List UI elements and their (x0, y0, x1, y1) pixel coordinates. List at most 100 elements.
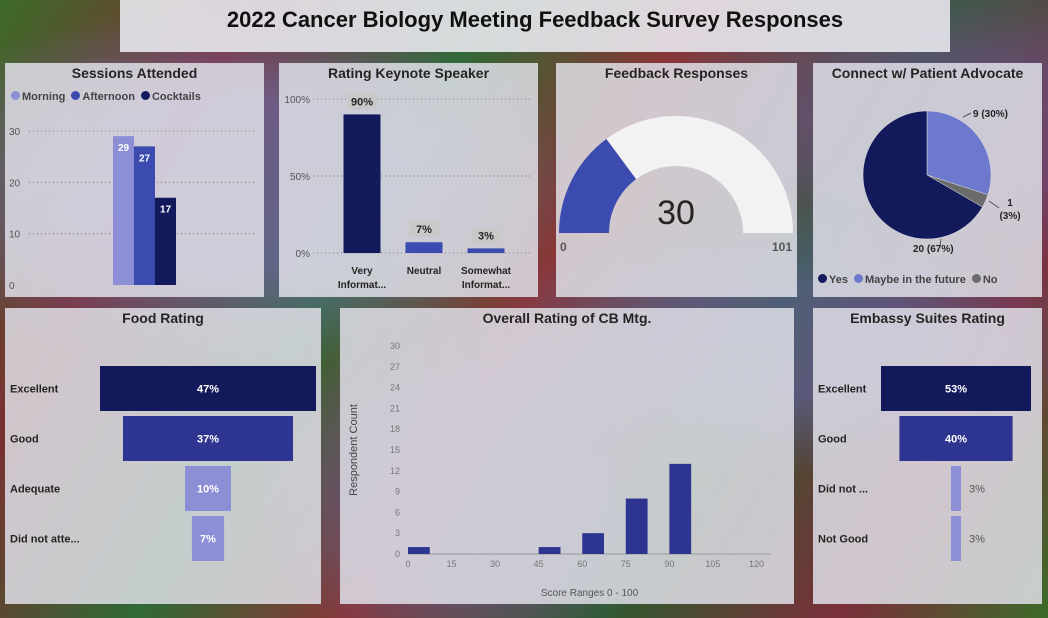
leader-line (962, 112, 972, 118)
legend-no: No (971, 274, 997, 286)
patient-advocate-panel: Connect w/ Patient Advocate 9 (30%) 1 (3%)… (813, 63, 1042, 297)
y-tick-label: 24 (390, 383, 400, 393)
y-tick-label: 10 (9, 230, 21, 241)
x-tick-label: 45 (534, 559, 544, 569)
histogram-bar (538, 547, 561, 554)
food-funnel-chart: Excellent 47% Good 37% Adequate 10% Did not at… (10, 366, 316, 561)
y-tick-label: 30 (9, 127, 21, 138)
patient-advocate-title: Connect w/ Patient Advocate (831, 65, 1024, 81)
pie-slice-yes (862, 110, 983, 240)
bar-afternoon (134, 146, 155, 285)
y-tick-label: 18 (390, 424, 400, 434)
data-label: 90% (351, 96, 373, 108)
x-tick-label: 0 (405, 559, 410, 569)
histogram-bar (408, 547, 430, 554)
legend-maybe: Maybe in the future (853, 274, 966, 286)
overall-histogram-chart: 0 3 6 9 12 15 18 21 24 27 30 0 15 30 45 60 75 90 105 120 Sco… (348, 341, 772, 599)
y-axis-label: Respondent Count (348, 404, 360, 496)
sessions-attended-title: Sessions Attended (71, 65, 198, 81)
page-title: 2022 Cancer Biology Meeting Feedback Sur… (120, 0, 950, 52)
data-label: 17 (160, 205, 172, 216)
funnel-bar (899, 416, 1013, 461)
bar (343, 114, 381, 254)
x-axis-label: Score Ranges 0 - 100 (541, 588, 639, 599)
y-tick-label: 50% (290, 172, 310, 183)
funnel-category-label: Did not ... (818, 484, 868, 496)
y-tick-label: 20 (9, 178, 21, 189)
y-tick-label: 6 (395, 507, 400, 517)
funnel-category-label: Excellent (818, 384, 867, 396)
data-label-bg (409, 221, 439, 238)
y-tick-label: 9 (395, 487, 400, 497)
funnel-data-label: 3% (969, 534, 985, 546)
bar-morning (113, 136, 134, 285)
data-label-bg (347, 93, 377, 110)
pie-chart: 9 (30%) 1 (3%) 20 (67%) (862, 109, 1021, 255)
data-label: 7% (416, 224, 432, 236)
funnel-bar (122, 416, 294, 461)
x-tick-label: 75 (621, 559, 631, 569)
histogram-bar (669, 463, 692, 554)
data-label: 3% (478, 230, 494, 242)
funnel-category-label: Excellent (10, 384, 59, 396)
overall-rating-title: Overall Rating of CB Mtg. (482, 310, 652, 326)
gauge-track (606, 116, 793, 233)
overall-rating-panel: Overall Rating of CB Mtg. 0 3 6 9 12 15 18 21 24… (340, 308, 794, 604)
funnel-data-label: 3% (969, 484, 985, 496)
legend-morning: Morning (11, 91, 65, 103)
pie-slice-maybe-in-the-future (926, 110, 992, 196)
y-tick-label: 0 (395, 549, 400, 559)
food-rating-title: Food Rating (122, 310, 204, 326)
histogram-bar (625, 498, 648, 554)
embassy-rating-title: Embassy Suites Rating (850, 310, 1005, 326)
keynote-chart: 0% 50% 100% 90% Very Informat... 7% Neutral 3% So… (284, 93, 531, 291)
funnel-category-label: Did not atte... (10, 534, 80, 546)
gauge-max-label: 101 (772, 240, 792, 254)
y-tick-label: 3 (395, 528, 400, 538)
x-tick-label: Informat... (338, 280, 387, 291)
funnel-bar (951, 466, 961, 511)
data-label: 27 (139, 153, 151, 164)
feedback-responses-title: Feedback Responses (604, 65, 749, 81)
gauge-chart: 30 0 101 (559, 116, 793, 254)
funnel-data-label: 53% (945, 384, 967, 396)
bar (467, 248, 505, 253)
histogram-bar (582, 533, 605, 554)
funnel-bar (100, 366, 316, 411)
food-rating-panel: Food Rating Excellent 47% Good 37% Adequate 1… (5, 308, 321, 604)
y-tick-label: 12 (390, 466, 400, 476)
x-tick-label: 90 (664, 559, 674, 569)
x-tick-label: 105 (705, 559, 720, 569)
sessions-legend: Morning Afternoon Cocktails (11, 91, 201, 103)
sessions-attended-panel: Sessions Attended Morning Afternoon Cock… (5, 63, 264, 297)
embassy-funnel-chart: Excellent 53% Good 40% Did not ... 3% Not Good… (818, 366, 1031, 561)
gauge-value: 30 (657, 194, 695, 232)
legend-afternoon: Afternoon (71, 91, 135, 103)
funnel-bar (951, 516, 961, 561)
funnel-bar (881, 366, 1031, 411)
data-label-bg (471, 227, 501, 244)
funnel-bar (191, 516, 225, 561)
funnel-data-label: 7% (200, 534, 216, 546)
funnel-category-label: Adequate (10, 484, 60, 496)
x-tick-label: Informat... (462, 280, 511, 291)
x-tick-label: 120 (749, 559, 764, 569)
keynote-panel: Rating Keynote Speaker 0% 50% 100% 90% Very I… (279, 63, 538, 297)
funnel-category-label: Good (818, 434, 847, 446)
pie-legend: Yes Maybe in the future No (818, 274, 997, 286)
keynote-title: Rating Keynote Speaker (327, 65, 490, 81)
y-tick-label: 15 (390, 445, 400, 455)
embassy-rating-panel: Embassy Suites Rating Excellent 53% Good 40… (813, 308, 1042, 604)
x-tick-label: 60 (577, 559, 587, 569)
funnel-data-label: 47% (197, 384, 219, 396)
pie-label-maybe: 9 (30%) (973, 109, 1008, 120)
sessions-chart: 0 10 20 30 29 27 17 (9, 127, 255, 292)
funnel-data-label: 10% (197, 484, 219, 496)
legend-cocktails: Cocktails (140, 91, 201, 103)
data-label: 29 (118, 143, 130, 154)
y-tick-label: 30 (390, 341, 400, 351)
funnel-bar (185, 466, 231, 511)
x-tick-label: Very (351, 266, 373, 277)
x-tick-label: Neutral (407, 266, 442, 277)
y-tick-label: 27 (390, 362, 400, 372)
